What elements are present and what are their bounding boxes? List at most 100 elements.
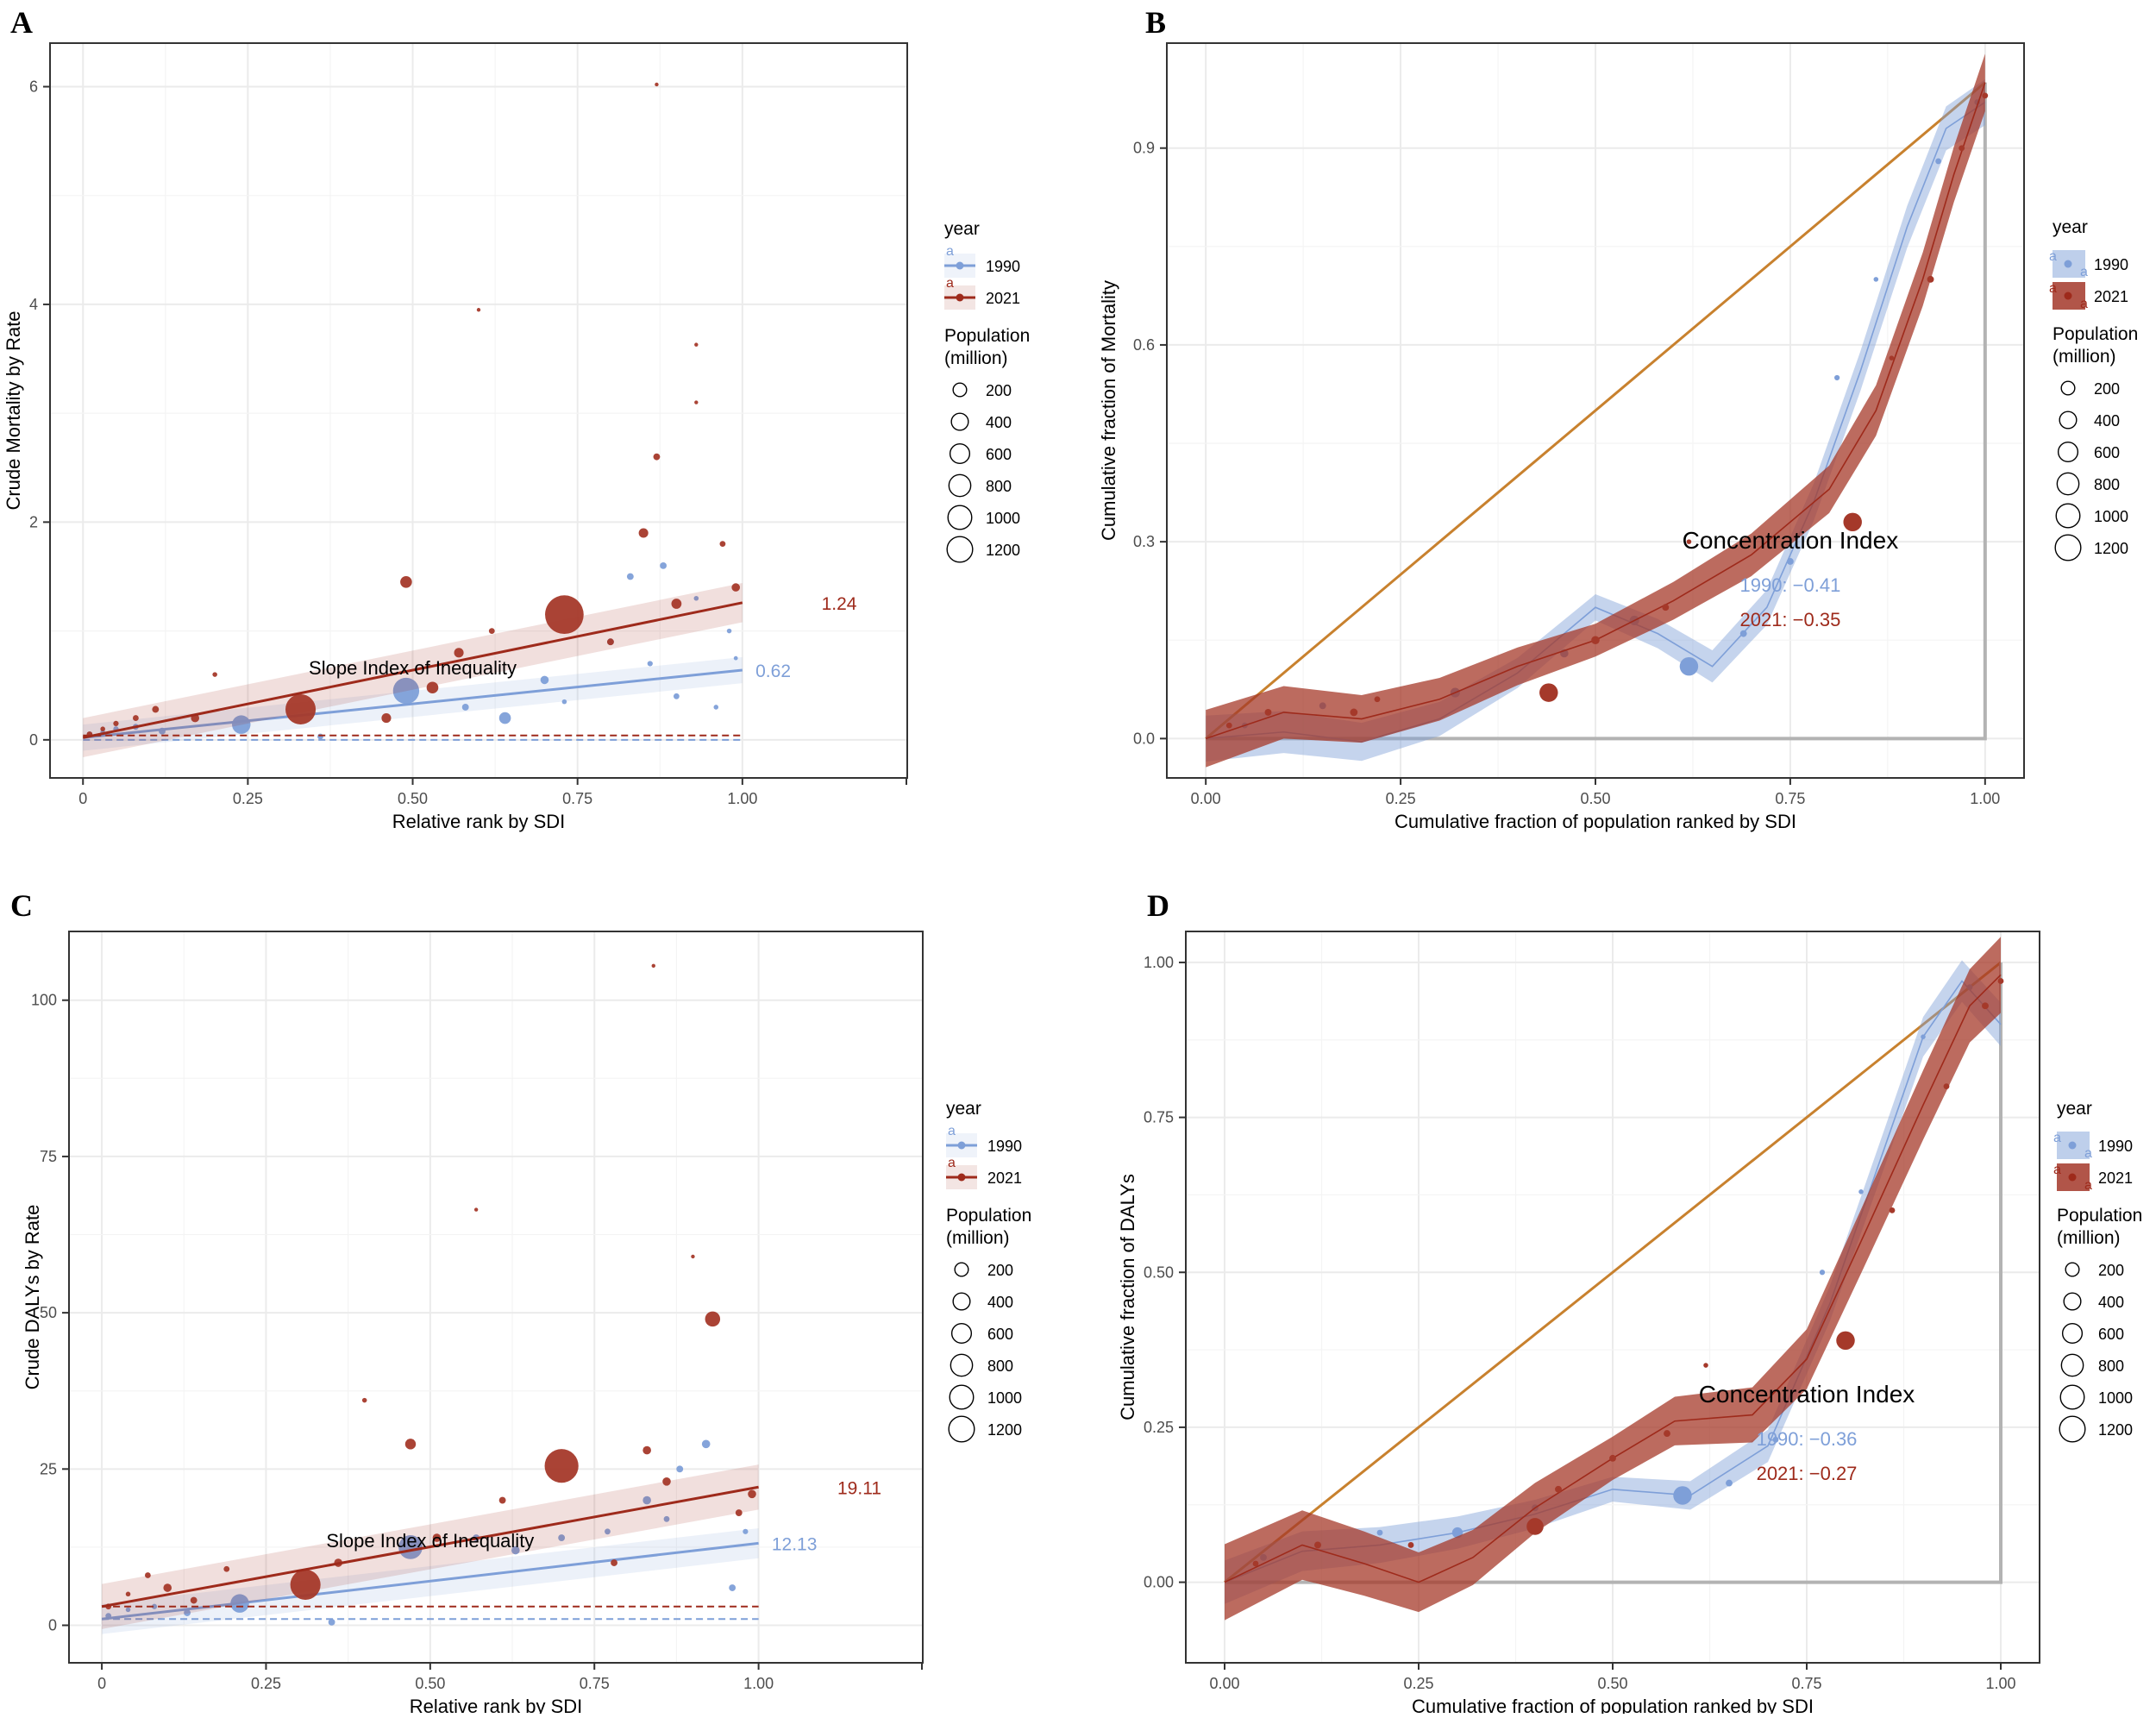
plot-area-c — [101, 963, 759, 1634]
y-tick-label-d: 0.25 — [1144, 1419, 1174, 1436]
data-point-2021 — [190, 1596, 197, 1604]
data-point-1990 — [626, 573, 634, 580]
legend-size-label: 400 — [987, 1294, 1013, 1311]
legend-key-glyph2-2021: a — [2080, 297, 2088, 311]
legend-key-glyph-1990: a — [2053, 1131, 2061, 1145]
data-point-2021 — [655, 82, 659, 87]
legend-size-title-line1: Population — [946, 1206, 1031, 1226]
confidence-band-2021 — [1225, 937, 2001, 1621]
y-axis-title-d: Cumulative fraction of DALYs — [1117, 1174, 1138, 1420]
x-tick-label-c: 1.00 — [743, 1675, 774, 1692]
data-point-1990 — [660, 561, 667, 569]
data-point-2021 — [426, 681, 439, 694]
legend-key-dot-2021 — [956, 293, 964, 302]
legend-key-dot-1990 — [2064, 260, 2072, 268]
legend-size-title-line1: Population — [2057, 1206, 2142, 1226]
data-point-1990 — [673, 693, 680, 699]
slope-index-annotation: Slope Index of Inequality — [309, 657, 517, 679]
legend-size-circle — [2054, 534, 2082, 561]
y-tick-label-c: 0 — [48, 1617, 57, 1634]
legend-year-label-1990: 1990 — [987, 1138, 1022, 1155]
legend-key-glyph-2021: a — [2053, 1163, 2061, 1177]
data-point-1990 — [733, 655, 738, 661]
legend-size-circle — [949, 1384, 975, 1410]
data-point-2021 — [144, 1572, 151, 1578]
legend-size-title-line1: Population — [2053, 324, 2138, 344]
legend-size-label: 800 — [986, 478, 1012, 495]
fitted-curve-2021 — [1205, 82, 1986, 740]
x-tick-label-b: 0.50 — [1580, 790, 1610, 807]
regression-line-1990 — [101, 1541, 759, 1621]
y-tick-label-d: 0.75 — [1144, 1109, 1174, 1126]
data-point-1990 — [1834, 374, 1840, 381]
data-point-2021 — [1982, 1002, 1989, 1010]
slope-label-1990: 0.62 — [755, 661, 791, 681]
y-axis-title-c: Crude DALYs by Rate — [22, 1205, 43, 1390]
data-point-2021 — [731, 583, 741, 592]
data-point-2021 — [1943, 1083, 1950, 1090]
legend-size-label: 200 — [2094, 380, 2120, 398]
legend-size-label: 600 — [986, 446, 1012, 463]
data-point-1990 — [1679, 656, 1699, 676]
legend-size-label: 800 — [987, 1357, 1013, 1375]
data-point-2021 — [1703, 1363, 1708, 1368]
legend-size-circle — [2055, 503, 2081, 529]
data-point-2021 — [285, 693, 317, 725]
legend-size-label: 600 — [987, 1326, 1013, 1343]
panel-d-plot: Concentration Index 1990: −0.36 2021: −0.2… — [1117, 931, 2040, 1717]
data-point-2021 — [290, 1569, 321, 1600]
legend-key-glyph-1990: a — [2049, 249, 2057, 264]
data-point-1990 — [642, 1495, 651, 1505]
legend-key-glyph-2021: a — [2049, 281, 2057, 296]
data-point-2021 — [1889, 355, 1895, 361]
legend-year-title: year — [946, 1099, 981, 1119]
legend-key-glyph-1990: a — [948, 1124, 956, 1138]
legend-size-circle — [2061, 1322, 2084, 1345]
data-point-2021 — [1662, 604, 1670, 611]
x-tick-label-d: 0.25 — [1403, 1675, 1433, 1692]
panel-border-c — [68, 931, 924, 1664]
plot-area-a — [82, 82, 743, 758]
data-point-2021 — [488, 628, 495, 634]
data-point-2021 — [1225, 722, 1232, 729]
slope-label-2021: 19.11 — [837, 1478, 881, 1498]
legend-size-circle — [2056, 472, 2080, 496]
x-axis-title-a: Relative rank by SDI — [392, 811, 566, 832]
legend-size-circle — [948, 473, 972, 498]
legend-size-circle — [2057, 441, 2079, 463]
data-point-1990 — [392, 677, 420, 705]
data-point-2021 — [671, 599, 682, 609]
lorenz-frame — [1206, 82, 1987, 741]
legend-year-label-1990: 1990 — [2094, 256, 2128, 273]
x-tick-label-b: 0.75 — [1775, 790, 1805, 807]
legend-size-label: 200 — [2098, 1262, 2124, 1279]
data-point-2021 — [133, 715, 139, 721]
data-point-2021 — [651, 963, 655, 969]
data-point-2021 — [163, 1583, 172, 1592]
data-point-2021 — [432, 1533, 442, 1542]
legend-size-label: 200 — [986, 382, 1012, 399]
data-point-1990 — [1858, 1189, 1864, 1194]
x-tick-label-a: 0.50 — [398, 790, 428, 807]
legend-key-dot-2021 — [2064, 292, 2072, 300]
y-tick-label-b: 0.3 — [1133, 533, 1155, 550]
x-tick-label-a: 0.75 — [562, 790, 592, 807]
legend-year-title: year — [2053, 217, 2088, 237]
panel-letter-a: A — [10, 5, 33, 40]
data-point-2021 — [662, 1477, 671, 1486]
legend-size-circle — [954, 1262, 969, 1277]
legend-size-circle — [2059, 411, 2078, 430]
data-point-2021 — [653, 453, 661, 461]
data-point-1990 — [151, 1603, 158, 1609]
x-tick-label-b: 0.00 — [1191, 790, 1221, 807]
data-point-2021 — [545, 595, 584, 635]
data-point-2021 — [1264, 709, 1272, 716]
data-point-2021 — [1836, 1331, 1855, 1351]
data-point-2021 — [705, 1311, 721, 1327]
data-point-1990 — [1673, 1486, 1692, 1505]
data-point-2021 — [735, 1509, 743, 1516]
data-point-1990 — [540, 675, 549, 685]
data-point-1990 — [328, 1618, 335, 1626]
data-point-2021 — [1664, 1430, 1670, 1438]
legend-size-label: 200 — [987, 1262, 1013, 1279]
